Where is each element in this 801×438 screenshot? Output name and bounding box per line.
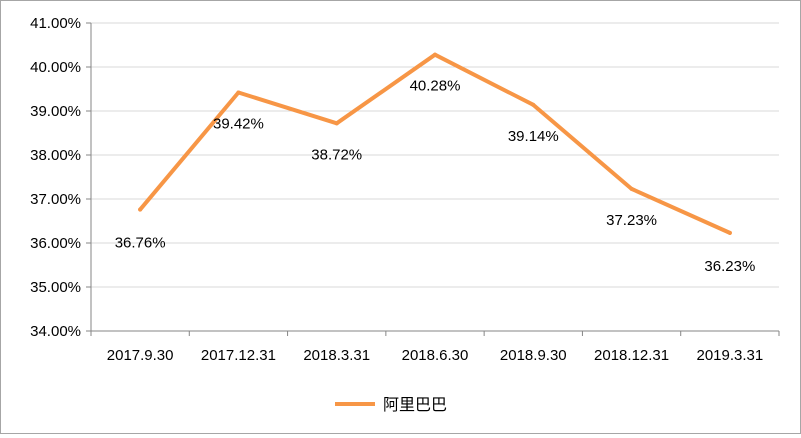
data-label: 38.72% <box>311 146 362 163</box>
x-tick-label: 2017.12.31 <box>201 347 276 364</box>
data-label: 36.23% <box>704 258 755 275</box>
data-label: 37.23% <box>606 212 657 229</box>
legend: 阿里巴巴 <box>335 395 447 414</box>
y-tick-label: 37.00% <box>30 191 81 208</box>
data-point <box>433 52 437 57</box>
x-tick-label: 2018.12.31 <box>594 347 669 364</box>
y-tick-label: 36.00% <box>30 235 81 252</box>
series <box>138 52 732 235</box>
data-point <box>334 121 339 126</box>
data-label: 40.28% <box>410 78 461 95</box>
x-tick-label: 2018.9.30 <box>500 347 567 364</box>
axes <box>86 22 780 336</box>
y-tick-labels: 34.00% 35.00% 36.00% 37.00% 38.00% 39.00% 40.0… <box>30 15 81 340</box>
x-tick-labels: 2017.9.30 2017.12.31 2018.3.31 2018.6.30 201… <box>107 347 763 364</box>
x-tick-label: 2019.3.31 <box>696 347 763 364</box>
data-labels: 36.76% 39.42% 38.72% 40.28% 39.14% 37.23% 36.2… <box>115 78 756 275</box>
data-point <box>236 90 241 95</box>
x-tick-label: 2017.9.30 <box>107 347 174 364</box>
y-tick-label: 34.00% <box>30 323 81 340</box>
legend-label: 阿里巴巴 <box>383 395 447 414</box>
data-point <box>629 186 634 191</box>
y-tick-label: 35.00% <box>30 279 81 296</box>
y-tick-label: 38.00% <box>30 147 81 164</box>
data-label: 36.76% <box>115 235 166 252</box>
y-tick-label: 40.00% <box>30 59 81 76</box>
y-tick-label: 39.00% <box>30 103 81 120</box>
gridlines <box>91 22 779 288</box>
data-point <box>727 230 732 235</box>
x-tick-label: 2018.3.31 <box>303 347 370 364</box>
data-point <box>531 102 536 107</box>
data-label: 39.42% <box>213 116 264 133</box>
data-point <box>138 207 143 212</box>
x-tick-label: 2018.6.30 <box>402 347 469 364</box>
data-label: 39.14% <box>508 128 559 145</box>
y-tick-label: 41.00% <box>30 15 81 32</box>
